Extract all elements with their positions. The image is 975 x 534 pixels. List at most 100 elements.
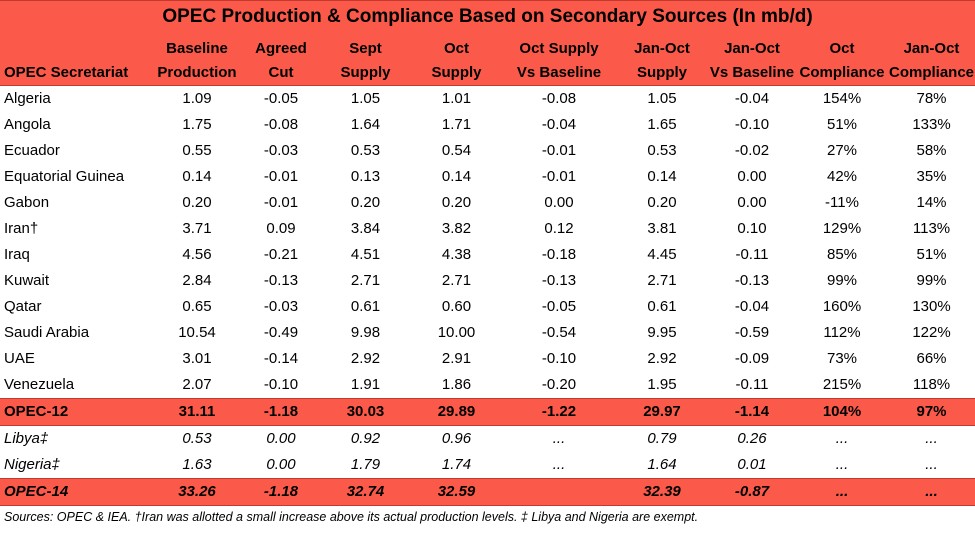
table-cell: 1.63 [182, 456, 212, 473]
table-cell: 32.74 [320, 477, 411, 506]
row-label: Nigeria‡ [4, 456, 60, 473]
table-cell: 10.00 [437, 324, 476, 341]
table-cell: 215% [822, 376, 862, 393]
table-cell: ... [835, 430, 849, 447]
table-cell: 2.71 [441, 272, 472, 289]
table-cell: 0.61 [647, 298, 677, 315]
row-label: Kuwait [4, 272, 50, 289]
table-cell: 0.61 [350, 298, 381, 315]
table-cell: 51% [916, 246, 947, 263]
table-cell: 112% [823, 324, 861, 341]
table-cell: 0.96 [441, 430, 472, 447]
table-cell: -0.01 [541, 142, 577, 159]
table-cell: -0.59 [734, 324, 770, 341]
table-cell: ... [925, 430, 938, 447]
table-cell: 33.26 [152, 477, 242, 506]
column-header-line: Cut [268, 63, 294, 81]
row-label: Qatar [4, 298, 42, 315]
table-cell: 1.74 [441, 456, 472, 473]
row-label: Venezuela [4, 376, 75, 393]
header-row-label: OPEC Secretariat [0, 33, 152, 85]
table-cell: ... [835, 456, 849, 473]
table-cell: -0.87 [708, 477, 796, 506]
table-cell: 0.55 [182, 142, 212, 159]
row-label: Ecuador [4, 142, 60, 159]
column-header-line: Baseline [166, 39, 228, 57]
row-label: Saudi Arabia [4, 324, 90, 341]
column-header-line: OPEC Secretariat [4, 63, 129, 81]
opec-14-total-row: OPEC-14 33.26 -1.18 32.74 32.59 32.39 -0.87...… [0, 477, 975, 506]
table-cell: 97% [888, 397, 975, 426]
table-cell: 0.00 [737, 168, 767, 185]
column-header: Baseline Production [152, 33, 242, 85]
table-cell: -0.14 [263, 350, 299, 367]
table-cell: 1.75 [182, 116, 212, 133]
table-cell: 0.12 [544, 220, 574, 237]
table-cell: 0.09 [266, 220, 296, 237]
table-cell: 42% [826, 168, 858, 185]
table-row: Qatar 0.65 -0.03 0.61 0.60 -0.05 0.61 -0.04 160%… [0, 294, 975, 320]
table-header-row: OPEC Secretariat Baseline Production Agreed… [0, 33, 975, 85]
column-header-line: Vs Baseline [709, 63, 795, 81]
column-header-line: Agreed [255, 39, 307, 57]
table-row: UAE 3.01 -0.14 2.92 2.91 -0.10 2.92 -0.09 73% 66% [0, 346, 975, 372]
table-cell: 0.13 [350, 168, 381, 185]
table-row: Saudi Arabia 10.54 -0.49 9.98 10.00 -0.54 9.95… [0, 320, 975, 346]
table-cell: 4.45 [647, 246, 677, 263]
table-cell: 2.07 [182, 376, 212, 393]
table-cell: ... [552, 430, 566, 447]
table-cell: 0.53 [647, 142, 677, 159]
table-cell: 73% [826, 350, 858, 367]
table-cell: 1.71 [441, 116, 472, 133]
table-cell: 122% [912, 324, 951, 341]
table-cell: 51% [826, 116, 858, 133]
table-cell: -0.05 [541, 298, 577, 315]
table-cell: 3.01 [182, 350, 212, 367]
table-cell: -1.22 [502, 397, 616, 426]
table-cell: 4.51 [350, 246, 381, 263]
table-cell: 99% [826, 272, 858, 289]
table-cell: 0.20 [647, 194, 677, 211]
table-cell: 1.64 [647, 456, 677, 473]
table-cell: 2.84 [182, 272, 212, 289]
table-cell: 78% [916, 90, 947, 107]
table-cell: 1.09 [182, 90, 212, 107]
opec-12-total-row: OPEC-12 31.11 -1.18 30.03 29.89 -1.22 29.97 -1.… [0, 397, 975, 426]
table-cell: 1.01 [441, 90, 472, 107]
table-cell: 1.91 [350, 376, 381, 393]
column-header: Oct Supply Vs Baseline [502, 33, 616, 85]
table-cell: 9.95 [647, 324, 677, 341]
table-cell: -11% [825, 194, 859, 211]
column-header-line: Oct Supply [519, 39, 599, 57]
table-cell: -0.08 [541, 90, 577, 107]
column-header: Jan-Oct Vs Baseline [708, 33, 796, 85]
table-cell: 58% [916, 142, 947, 159]
table-cell: 85% [826, 246, 858, 263]
table-cell: 1.86 [441, 376, 472, 393]
column-header: Sept Supply [320, 33, 411, 85]
table-cell [502, 477, 616, 506]
table-cell: -0.11 [735, 246, 769, 263]
table-cell: 0.54 [441, 142, 472, 159]
table-cell: ... [796, 477, 888, 506]
table-row: Venezuela 2.07 -0.10 1.91 1.86 -0.20 1.95 -0.11… [0, 372, 975, 399]
table-cell: 3.71 [182, 220, 212, 237]
table-cell: -0.13 [541, 272, 577, 289]
table-cell: 0.53 [182, 430, 212, 447]
column-header-line: Compliance [799, 63, 885, 81]
table-cell: ... [888, 477, 975, 506]
table-cell: -0.11 [735, 376, 769, 393]
row-label: OPEC-12 [0, 397, 152, 426]
table-cell: 1.64 [350, 116, 381, 133]
table-cell: -0.05 [263, 90, 299, 107]
column-header-line: Supply [636, 63, 687, 81]
table-cell: 29.89 [411, 397, 502, 426]
table-cell: -0.10 [734, 116, 770, 133]
table-cell: 0.20 [182, 194, 212, 211]
table-cell: 0.53 [350, 142, 381, 159]
table-row: Angola 1.75 -0.08 1.64 1.71 -0.04 1.65 -0.10 51%… [0, 112, 975, 138]
column-header-line: Jan-Oct [903, 39, 960, 57]
table-cell: 2.92 [647, 350, 677, 367]
